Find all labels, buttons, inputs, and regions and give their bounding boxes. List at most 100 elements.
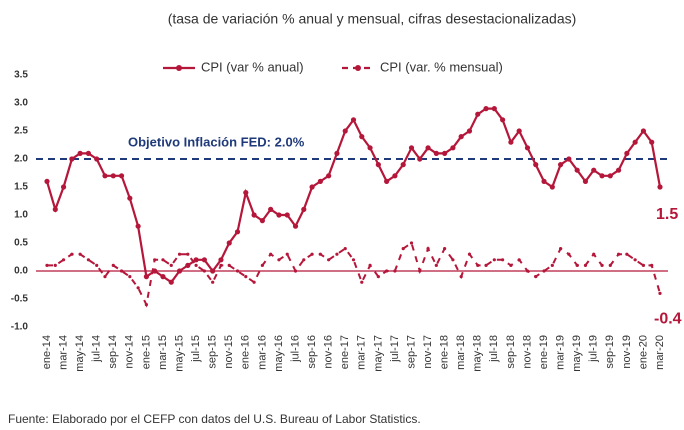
- point: [393, 269, 397, 273]
- x-tick-label: jul-14: [91, 335, 103, 363]
- point: [309, 184, 315, 190]
- y-tick-label: 0.0: [14, 266, 28, 277]
- legend-marker: [355, 65, 361, 71]
- point: [69, 156, 75, 162]
- point: [608, 263, 612, 267]
- y-tick-label: -0.5: [11, 294, 29, 305]
- end-label: -0.4: [654, 311, 682, 328]
- point: [524, 145, 531, 151]
- y-tick-label: 0.5: [14, 238, 28, 249]
- point: [351, 258, 356, 262]
- point: [193, 257, 199, 263]
- point: [525, 269, 530, 273]
- point: [185, 262, 191, 268]
- point: [143, 274, 150, 280]
- point: [85, 150, 92, 156]
- point: [144, 303, 149, 307]
- point: [649, 139, 655, 145]
- point: [550, 263, 554, 267]
- point: [534, 275, 538, 279]
- x-tick-label: may-15: [173, 335, 185, 372]
- x-tick-label: ene-17: [339, 335, 351, 369]
- point: [500, 117, 506, 123]
- point: [269, 252, 273, 256]
- point: [186, 252, 190, 256]
- x-tick-label: nov-18: [521, 335, 533, 369]
- point: [310, 252, 314, 256]
- point: [640, 128, 647, 134]
- point: [582, 178, 589, 184]
- y-tick-label: 2.5: [14, 126, 28, 137]
- point: [52, 206, 58, 212]
- point: [77, 150, 83, 156]
- point: [252, 280, 256, 284]
- point: [533, 162, 539, 168]
- point: [218, 257, 224, 263]
- x-tick-label: ene-20: [637, 335, 649, 369]
- point: [251, 212, 257, 218]
- y-tick-label: 1.0: [14, 210, 28, 221]
- point: [409, 241, 414, 245]
- point: [583, 263, 588, 267]
- point: [86, 258, 91, 262]
- x-tick-label: sep-16: [306, 335, 318, 369]
- y-tick-label: -1.0: [11, 322, 29, 333]
- point: [509, 263, 513, 267]
- x-tick-label: mar-16: [256, 335, 268, 370]
- point: [458, 134, 464, 140]
- point: [285, 252, 289, 256]
- point: [574, 167, 580, 173]
- x-tick-label: nov-17: [422, 335, 434, 369]
- point: [443, 247, 447, 251]
- point: [483, 106, 489, 112]
- x-tick-label: sep-17: [405, 335, 417, 369]
- x-tick-label: mar-15: [157, 335, 169, 370]
- point: [60, 184, 67, 190]
- point: [302, 258, 306, 262]
- point: [284, 212, 290, 218]
- point: [127, 195, 133, 201]
- point: [475, 111, 481, 117]
- point: [136, 286, 140, 290]
- point: [476, 263, 480, 267]
- point: [616, 252, 621, 256]
- x-tick-label: mar-19: [555, 335, 567, 370]
- point: [501, 258, 505, 262]
- point: [268, 206, 274, 212]
- point: [368, 263, 372, 267]
- y-tick-label: 3.0: [14, 98, 28, 109]
- point: [177, 252, 182, 256]
- point: [624, 150, 630, 156]
- point: [384, 178, 390, 184]
- legend-label: CPI (var. % mensual): [380, 59, 503, 74]
- point: [517, 258, 521, 262]
- point: [53, 263, 57, 267]
- point: [607, 173, 613, 179]
- point: [408, 145, 415, 151]
- point: [425, 145, 431, 151]
- point: [201, 257, 207, 263]
- x-tick-label: nov-14: [124, 335, 136, 369]
- x-tick-label: may-19: [571, 335, 583, 372]
- point: [293, 269, 298, 273]
- point: [94, 156, 100, 162]
- point: [61, 258, 66, 262]
- point: [657, 184, 663, 190]
- point: [450, 145, 456, 151]
- point: [542, 269, 546, 273]
- point: [202, 269, 206, 273]
- point: [575, 263, 579, 267]
- y-tick-label: 1.5: [14, 182, 28, 193]
- point: [226, 240, 232, 246]
- point: [633, 258, 637, 262]
- point: [160, 274, 166, 280]
- series-line: [47, 241, 661, 308]
- point: [327, 258, 331, 262]
- x-tick-label: may-16: [273, 335, 285, 372]
- point: [342, 128, 348, 134]
- end-label: 1.5: [656, 206, 678, 223]
- source-note: Fuente: Elaborado por el CEFP con datos …: [8, 412, 421, 426]
- point: [600, 263, 604, 267]
- point: [557, 162, 564, 168]
